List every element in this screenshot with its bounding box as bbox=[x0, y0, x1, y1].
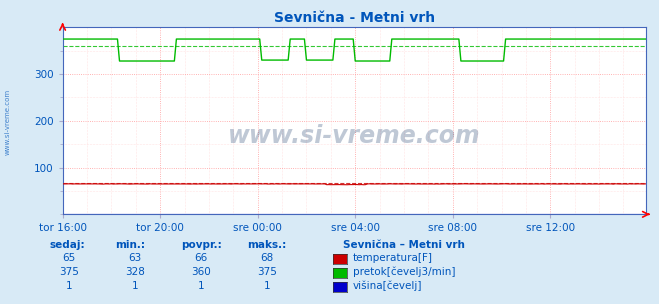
Text: 68: 68 bbox=[260, 254, 273, 264]
Text: temperatura[F]: temperatura[F] bbox=[353, 254, 432, 264]
Text: 360: 360 bbox=[191, 267, 211, 277]
Text: povpr.:: povpr.: bbox=[181, 240, 222, 250]
Text: sedaj:: sedaj: bbox=[49, 240, 85, 250]
Text: Sevnična – Metni vrh: Sevnična – Metni vrh bbox=[343, 240, 465, 250]
Text: 63: 63 bbox=[129, 254, 142, 264]
Text: 375: 375 bbox=[59, 267, 79, 277]
Text: 1: 1 bbox=[264, 282, 270, 292]
Title: Sevnična - Metni vrh: Sevnična - Metni vrh bbox=[273, 11, 435, 25]
Text: 375: 375 bbox=[257, 267, 277, 277]
Text: maks.:: maks.: bbox=[247, 240, 287, 250]
Text: 1: 1 bbox=[66, 282, 72, 292]
Text: www.si-vreme.com: www.si-vreme.com bbox=[228, 124, 480, 148]
Text: 328: 328 bbox=[125, 267, 145, 277]
Text: 65: 65 bbox=[63, 254, 76, 264]
Text: www.si-vreme.com: www.si-vreme.com bbox=[5, 88, 11, 155]
Text: 1: 1 bbox=[198, 282, 204, 292]
Text: min.:: min.: bbox=[115, 240, 146, 250]
Text: pretok[čevelj3/min]: pretok[čevelj3/min] bbox=[353, 267, 455, 277]
Text: 66: 66 bbox=[194, 254, 208, 264]
Text: višina[čevelj]: višina[čevelj] bbox=[353, 281, 422, 292]
Text: 1: 1 bbox=[132, 282, 138, 292]
